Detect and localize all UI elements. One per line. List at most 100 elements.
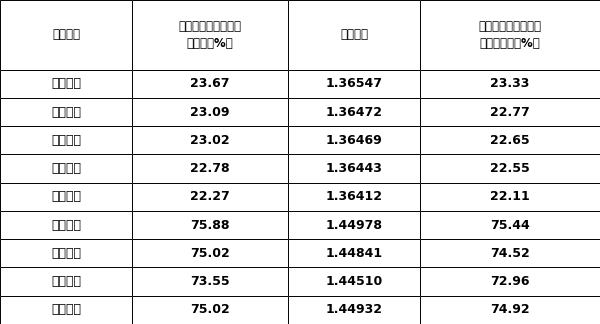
Bar [0,268,132,296]
Bar [420,0,600,70]
Bar [0,98,132,126]
Text: 折光指数: 折光指数 [340,28,368,41]
Bar [288,239,420,268]
Text: 1.44932: 1.44932 [325,303,383,316]
Bar [420,126,600,155]
Text: 取样部位: 取样部位 [52,28,80,41]
Bar [288,211,420,239]
Text: 粗品塔顶: 粗品塔顶 [51,219,81,232]
Bar [0,126,132,155]
Bar [0,183,132,211]
Text: 碘量法测定二甲基亚
砜含量（%）: 碘量法测定二甲基亚 砜含量（%） [179,20,241,50]
Text: 22.11: 22.11 [490,190,530,203]
Bar [288,296,420,324]
Bar [420,296,600,324]
Bar [288,70,420,98]
Text: 1.36472: 1.36472 [325,106,383,119]
Text: 粗品塔顶: 粗品塔顶 [51,303,81,316]
Bar [420,183,600,211]
Bar [420,183,600,211]
Bar [288,268,420,296]
Bar [132,268,288,296]
Text: 23.67: 23.67 [190,77,230,90]
Bar [420,211,600,239]
Text: 22.65: 22.65 [490,134,530,147]
Text: 1.36412: 1.36412 [325,190,383,203]
Text: 75.02: 75.02 [190,247,230,260]
Bar [132,126,288,155]
Bar [420,98,600,126]
Text: 给料日槽: 给料日槽 [51,106,81,119]
Bar [0,155,132,183]
Bar [420,268,600,296]
Text: 22.27: 22.27 [190,190,230,203]
Bar [420,0,600,70]
Bar [288,239,420,268]
Text: 1.44510: 1.44510 [325,275,383,288]
Text: 给料日槽: 给料日槽 [51,162,81,175]
Text: 1.36443: 1.36443 [326,162,382,175]
Bar [0,155,132,183]
Bar [0,126,132,155]
Bar [420,155,600,183]
Bar [420,70,600,98]
Bar [132,211,288,239]
Bar [0,183,132,211]
Bar [132,0,288,70]
Bar [420,98,600,126]
Bar [0,239,132,268]
Bar [132,239,288,268]
Bar [132,98,288,126]
Bar [0,70,132,98]
Bar [288,98,420,126]
Bar [0,211,132,239]
Text: 73.55: 73.55 [190,275,230,288]
Bar [132,70,288,98]
Text: 1.44841: 1.44841 [325,247,383,260]
Bar [0,70,132,98]
Text: 1.44978: 1.44978 [325,219,383,232]
Bar [420,239,600,268]
Bar [132,98,288,126]
Text: 1.36547: 1.36547 [325,77,383,90]
Bar [420,296,600,324]
Bar [132,183,288,211]
Text: 75.44: 75.44 [490,219,530,232]
Bar [132,296,288,324]
Bar [420,70,600,98]
Bar [288,70,420,98]
Bar [0,211,132,239]
Text: 粗品塔顶: 粗品塔顶 [51,275,81,288]
Bar [288,268,420,296]
Text: 75.88: 75.88 [190,219,230,232]
Bar [288,183,420,211]
Bar [420,126,600,155]
Text: 23.02: 23.02 [190,134,230,147]
Bar [132,183,288,211]
Bar [420,268,600,296]
Text: 22.77: 22.77 [490,106,530,119]
Bar [288,211,420,239]
Text: 74.92: 74.92 [490,303,530,316]
Bar [0,296,132,324]
Text: 给料日槽: 给料日槽 [51,77,81,90]
Bar [132,268,288,296]
Bar [420,239,600,268]
Text: 粗品塔顶: 粗品塔顶 [51,247,81,260]
Bar [288,155,420,183]
Text: 22.55: 22.55 [490,162,530,175]
Bar [288,183,420,211]
Text: 23.09: 23.09 [190,106,230,119]
Text: 75.02: 75.02 [190,303,230,316]
Bar [132,126,288,155]
Text: 74.52: 74.52 [490,247,530,260]
Text: 22.78: 22.78 [190,162,230,175]
Bar [132,239,288,268]
Text: 标准曲线上查得二甲
基亚砜含量（%）: 标准曲线上查得二甲 基亚砜含量（%） [479,20,542,50]
Bar [288,296,420,324]
Bar [420,155,600,183]
Bar [132,0,288,70]
Bar [0,0,132,70]
Text: 给料日槽: 给料日槽 [51,190,81,203]
Text: 23.33: 23.33 [490,77,530,90]
